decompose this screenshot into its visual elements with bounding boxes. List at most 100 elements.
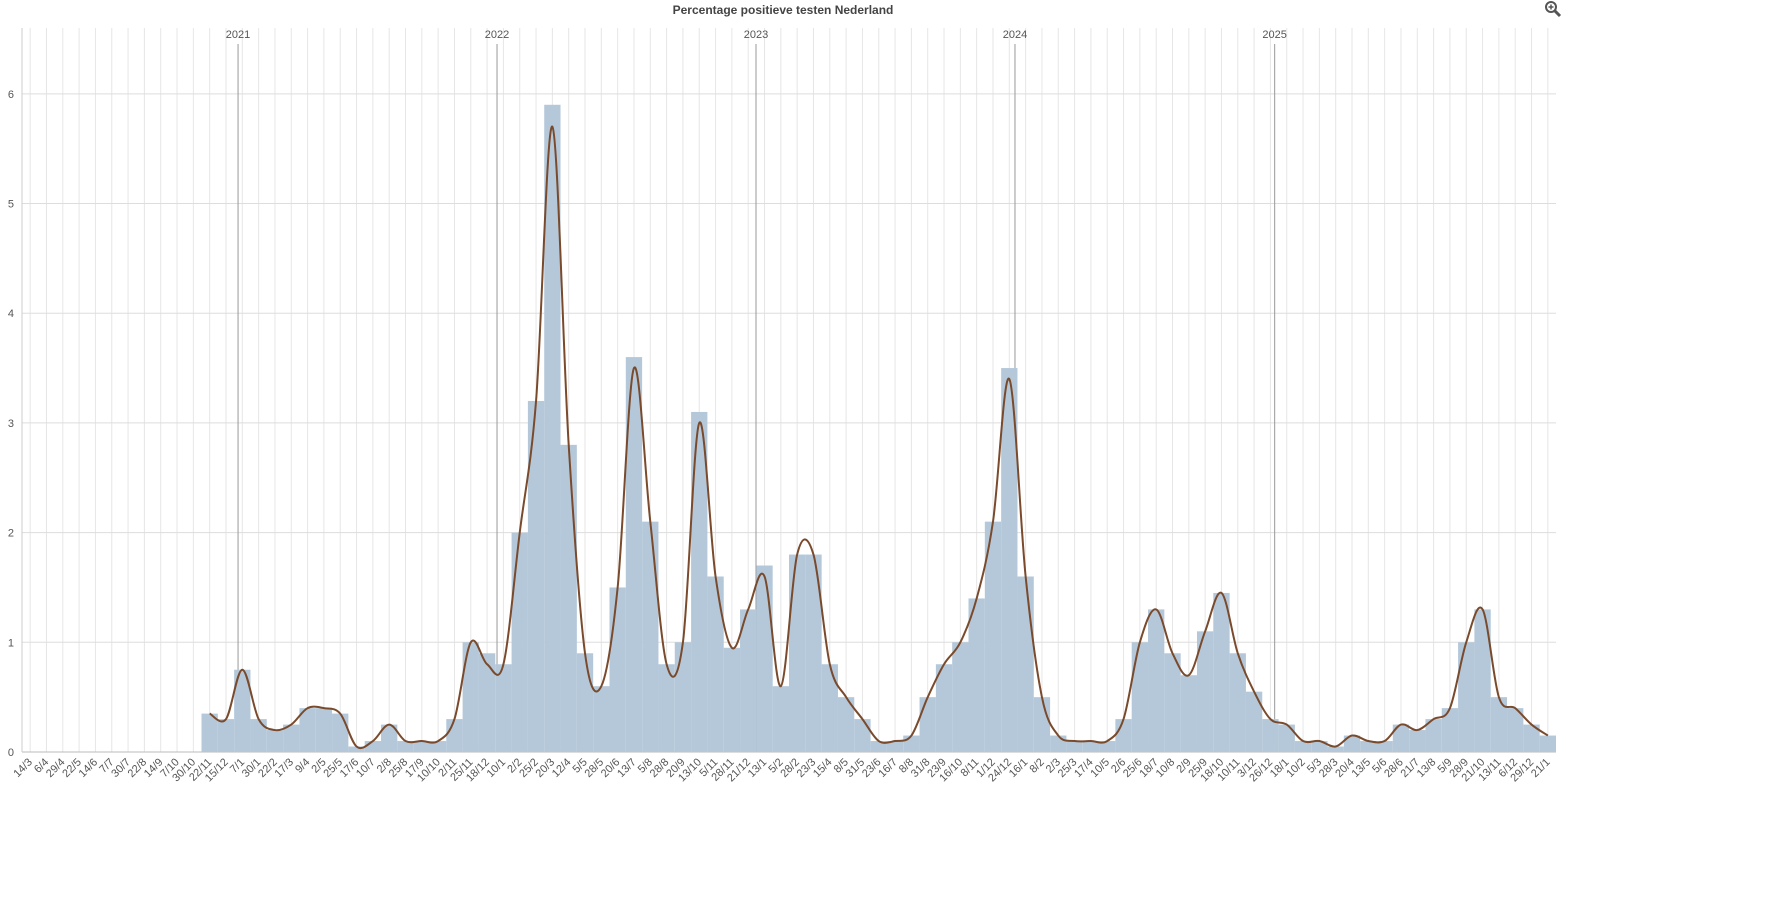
x-tick-label: 10/1 [485,756,509,780]
x-tick-label: 14/6 [77,756,101,780]
bar [495,664,512,752]
x-tick-label: 15/4 [811,756,835,780]
bar [870,741,887,752]
bar [1327,746,1344,752]
x-tick-label: 13/8 [1415,756,1439,780]
bar [1262,719,1279,752]
x-tick-label: 12/4 [550,756,574,780]
trend-line [209,125,1549,750]
y-tick-label: 6 [8,89,14,101]
bar [740,609,757,752]
bar [1115,719,1132,752]
year-marker-label: 2021 [226,29,250,41]
x-tick-label: 16/1 [1007,756,1031,780]
bar [1311,741,1328,752]
bar [1425,719,1442,752]
bar [674,642,692,752]
bar [1229,653,1246,752]
bar [1082,741,1100,752]
x-tick-label: 10/2 [1284,756,1308,780]
bar [1474,609,1491,752]
y-tick-label: 5 [8,199,14,211]
bar [1196,631,1214,752]
chart-title: Percentage positieve testen Nederland [673,3,894,17]
zoom-button[interactable] [1545,1,1562,18]
bar [593,686,610,752]
y-tick-label: 3 [8,418,14,430]
bar [886,741,904,752]
year-marker-label: 2024 [1003,29,1027,41]
x-tick-label: 13/7 [615,756,639,780]
bar [1490,697,1508,752]
x-tick-label: 17/3 [272,756,296,780]
zoom-icon [1545,1,1557,13]
bar [1180,675,1197,752]
bar [805,554,822,752]
bar [1507,708,1524,752]
bar [250,719,267,752]
x-tick-label: 21/1 [1529,756,1553,780]
bar [299,708,316,752]
bar [691,411,708,752]
bar [413,741,430,752]
bar [1017,576,1034,752]
year-marker-label: 2022 [485,29,509,41]
bar [1360,741,1377,752]
bar [837,697,855,752]
bar [1099,741,1116,752]
bar [1458,642,1475,752]
bar [1164,653,1181,752]
bar [429,741,447,752]
bar [1392,724,1410,752]
zoom-icon [1553,9,1562,18]
bar [756,565,773,752]
bar [397,741,414,752]
bar [968,598,985,752]
bar [478,653,496,752]
bar [642,521,659,752]
bar [625,357,643,752]
bar [789,554,806,752]
x-tick-label: 10/5 [1088,756,1112,780]
bar [560,444,577,752]
bar [315,708,333,752]
bar [1409,730,1426,752]
bar [1343,735,1361,752]
bar [283,724,300,752]
x-tick-label: 10/7 [354,756,378,780]
bar [984,521,1002,752]
y-tick-label: 0 [8,747,14,759]
bar [446,719,463,752]
y-tick-label: 1 [8,637,14,649]
bar [1376,741,1393,752]
bar [332,713,349,752]
bar [1001,368,1018,752]
bar [609,587,626,752]
x-tick-label: 16/7 [876,756,900,780]
bar [1278,724,1295,752]
y-tick-label: 4 [8,308,14,320]
bar [201,713,218,752]
x-tick-label: 13/5 [1350,756,1374,780]
year-marker-label: 2023 [744,29,768,41]
bar [1050,735,1067,752]
bar [544,104,561,752]
bar [1066,741,1083,752]
bar [935,664,953,752]
bar [364,741,382,752]
bar [1523,724,1540,752]
bar [658,664,675,752]
bar [1213,592,1230,752]
bar [1033,697,1051,752]
bar [217,719,235,752]
x-tick-label: 13/1 [746,756,770,780]
bar [511,532,528,752]
bar [1539,735,1556,752]
bar [234,669,251,752]
bar [1294,741,1312,752]
bar [1148,609,1165,752]
bar [576,653,594,752]
bar [723,647,741,752]
bar [919,697,936,752]
